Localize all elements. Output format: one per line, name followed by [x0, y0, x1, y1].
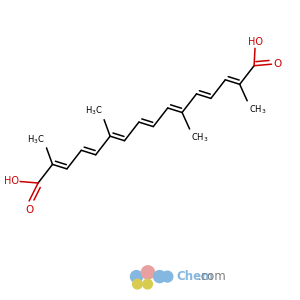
Text: $\mathregular{H_3C}$: $\mathregular{H_3C}$ — [27, 133, 45, 146]
Text: Chem: Chem — [176, 269, 214, 283]
Text: $\mathregular{CH_3}$: $\mathregular{CH_3}$ — [249, 103, 266, 116]
Circle shape — [154, 271, 166, 283]
Text: $\mathregular{CH_3}$: $\mathregular{CH_3}$ — [191, 131, 208, 144]
Circle shape — [143, 279, 152, 289]
Circle shape — [162, 271, 173, 282]
Circle shape — [141, 266, 154, 279]
Text: O: O — [273, 59, 282, 69]
Text: .com: .com — [197, 269, 226, 283]
Text: O: O — [25, 205, 33, 214]
Text: HO: HO — [4, 176, 19, 187]
Text: $\mathregular{H_3C}$: $\mathregular{H_3C}$ — [85, 105, 103, 117]
Text: HO: HO — [248, 37, 262, 46]
Circle shape — [133, 279, 142, 289]
Circle shape — [130, 271, 142, 283]
